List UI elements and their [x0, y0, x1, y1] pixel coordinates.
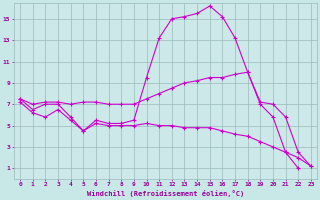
X-axis label: Windchill (Refroidissement éolien,°C): Windchill (Refroidissement éolien,°C) — [87, 190, 244, 197]
